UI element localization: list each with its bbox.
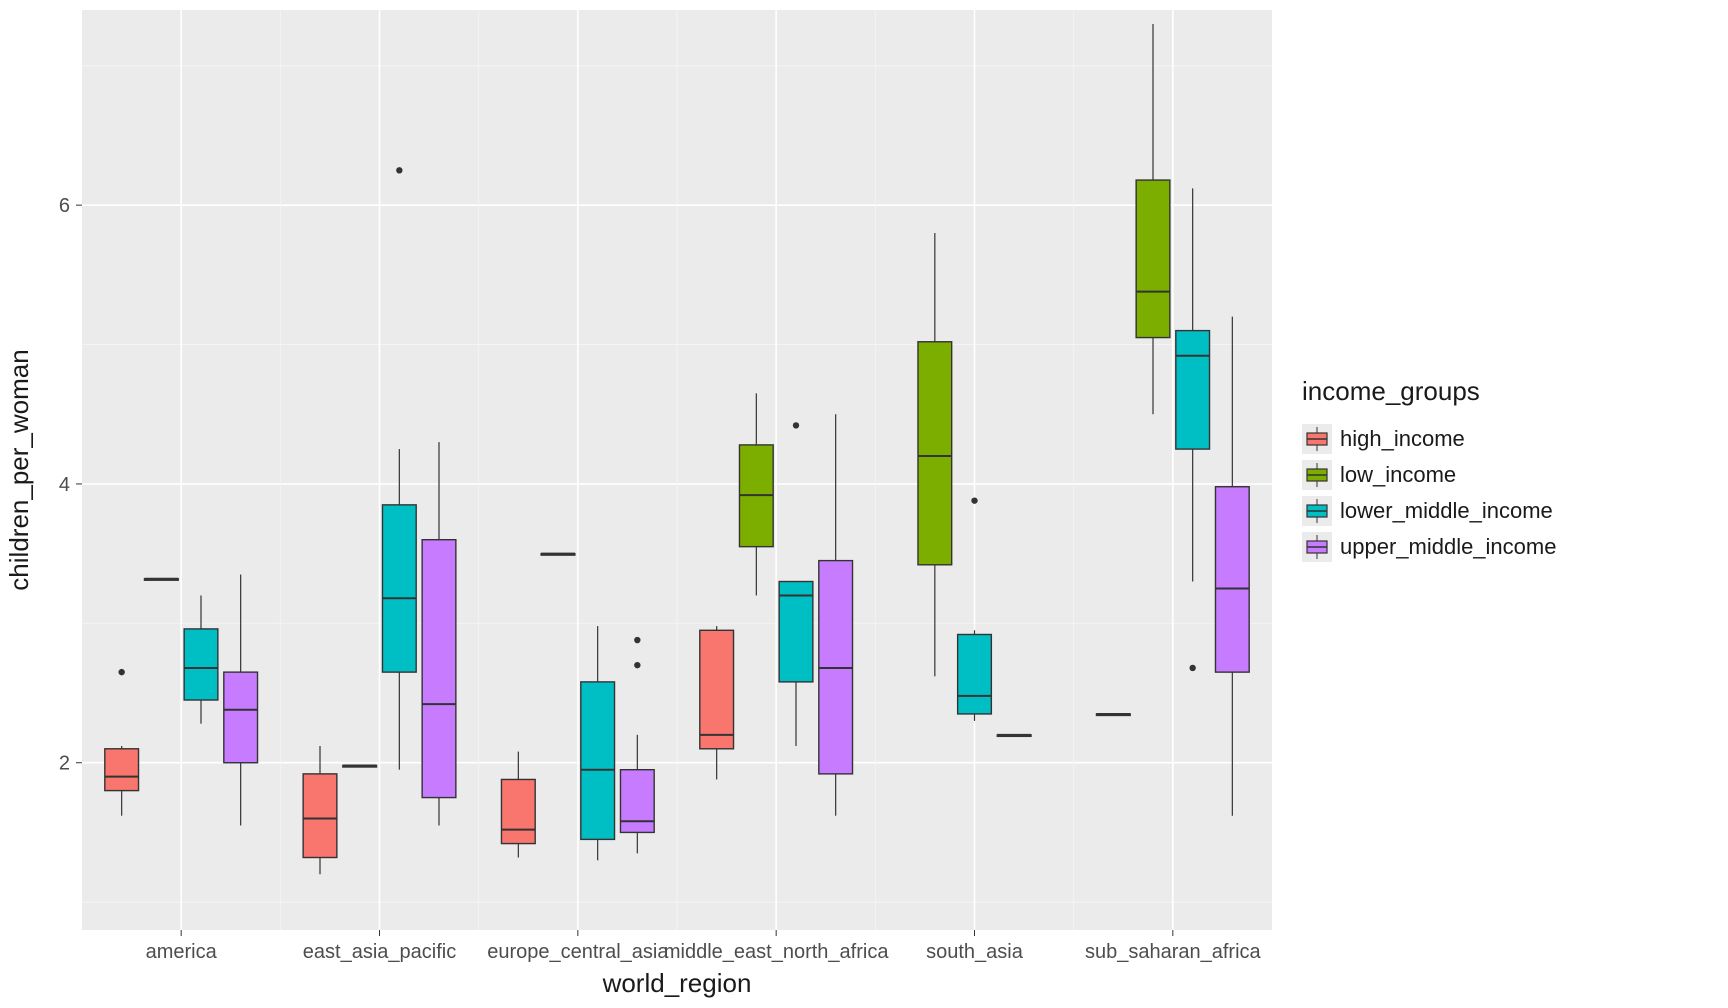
box — [224, 672, 258, 763]
x-tick-label: south_asia — [926, 941, 1024, 963]
legend-title: income_groups — [1302, 376, 1480, 406]
y-tick-label: 2 — [59, 753, 70, 775]
box — [581, 682, 615, 840]
box — [700, 630, 734, 748]
x-tick-label: america — [146, 941, 218, 963]
outlier-point — [634, 662, 640, 668]
y-tick-label: 6 — [59, 195, 70, 217]
x-tick-label: east_asia_pacific — [303, 941, 456, 963]
box — [501, 779, 535, 843]
box — [105, 749, 139, 791]
outlier-point — [118, 669, 124, 675]
x-tick-label: sub_saharan_africa — [1085, 941, 1262, 963]
legend-label: upper_middle_income — [1340, 534, 1556, 559]
box — [1215, 487, 1249, 672]
box — [958, 634, 992, 713]
outlier-point — [971, 497, 977, 503]
outlier-point — [396, 167, 402, 173]
legend-label: high_income — [1340, 426, 1465, 451]
x-tick-label: middle_east_north_africa — [664, 941, 889, 963]
box — [620, 770, 654, 833]
boxplot-chart: 2 4 6 america east_asia_pacific europe_centra… — [0, 0, 1728, 1008]
y-axis-title: children_per_woman — [4, 349, 34, 590]
legend-label: low_income — [1340, 462, 1456, 487]
chart-svg: 2 4 6 america east_asia_pacific europe_centra… — [0, 0, 1728, 1008]
x-axis-title: world_region — [602, 968, 752, 998]
box — [382, 505, 416, 672]
outlier-point — [1189, 665, 1195, 671]
y-tick-label: 4 — [59, 474, 70, 496]
x-tick-label: europe_central_asia — [487, 941, 669, 963]
legend-label: lower_middle_income — [1340, 498, 1553, 523]
box — [303, 774, 337, 858]
outlier-point — [634, 637, 640, 643]
box — [422, 540, 456, 798]
box — [1176, 331, 1210, 449]
box — [918, 342, 952, 565]
box — [184, 629, 218, 700]
outlier-point — [793, 422, 799, 428]
box — [1136, 180, 1170, 338]
box — [779, 582, 813, 682]
